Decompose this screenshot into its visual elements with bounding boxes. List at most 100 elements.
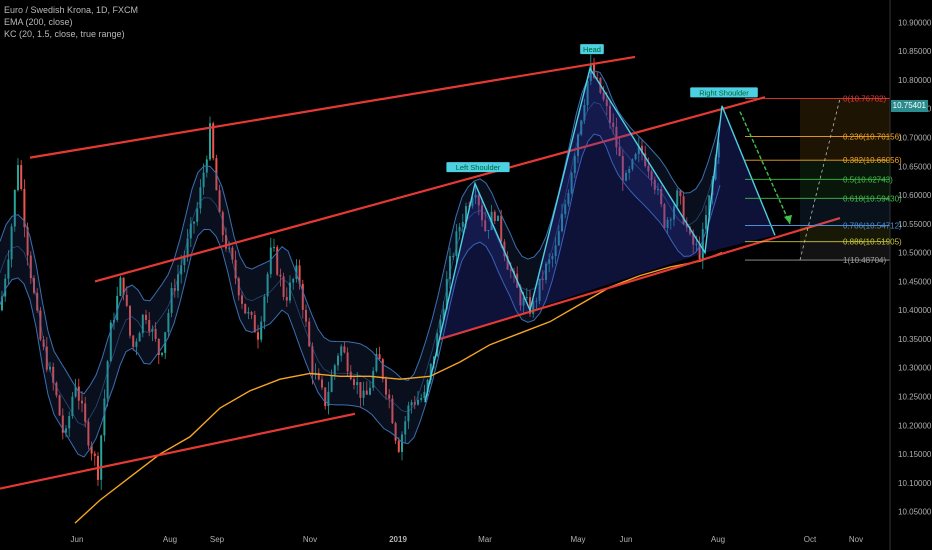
candle-body <box>289 282 291 301</box>
pattern-fill <box>440 68 775 339</box>
y-tick-label: 10.40000 <box>898 306 932 315</box>
head-label: Head <box>583 45 601 54</box>
candle-body <box>247 312 250 314</box>
y-tick-label: 10.20000 <box>898 421 932 430</box>
candle-body <box>586 80 589 105</box>
candle-body <box>279 274 282 277</box>
candle-body <box>39 310 42 340</box>
candle-body <box>535 300 538 302</box>
candle-body <box>356 382 359 386</box>
candle-body <box>324 387 327 406</box>
candle-body <box>177 274 179 291</box>
candle-body <box>605 99 608 107</box>
candle-body <box>161 352 163 355</box>
candle-body <box>369 387 371 395</box>
candle-body <box>669 219 672 221</box>
candle-body <box>596 77 599 79</box>
fib-layer: 0(10.76782) 0.236(10.70156) 0.382(10.66056… <box>745 94 902 265</box>
candle-body <box>609 106 611 123</box>
candle-body <box>407 405 410 422</box>
fib-zone <box>800 179 890 199</box>
candle-body <box>641 145 643 154</box>
candle-body <box>612 122 615 127</box>
candle-body <box>500 215 503 242</box>
candle-body <box>637 145 640 154</box>
candle-body <box>657 189 659 191</box>
candle-body <box>55 382 58 396</box>
candle-body <box>13 190 16 227</box>
candle-body <box>487 230 490 232</box>
candle-body <box>292 279 295 283</box>
fib-zone <box>800 98 890 137</box>
candle-body <box>602 92 605 100</box>
candle-body <box>100 435 103 480</box>
candle-body <box>465 206 467 223</box>
y-tick-label: 10.55000 <box>898 220 932 229</box>
candle-body <box>493 211 496 221</box>
legend-ema[interactable]: EMA (200, close) <box>4 17 73 27</box>
candle-body <box>471 197 474 207</box>
candle-body <box>385 379 387 395</box>
candle-body <box>372 370 375 388</box>
x-tick-label: Nov <box>303 535 317 544</box>
candle-body <box>167 312 170 333</box>
candle-body <box>93 453 96 456</box>
candle-body <box>529 297 531 314</box>
candle-body <box>129 305 131 336</box>
arrow-layer <box>739 111 792 225</box>
candle-body <box>58 395 61 416</box>
candle-body <box>65 428 67 433</box>
candle-body <box>282 276 285 297</box>
projection-arrow-line <box>739 111 791 225</box>
candle-body <box>138 333 141 342</box>
y-tick-label: 10.15000 <box>898 450 932 459</box>
candle-body <box>650 171 653 180</box>
candle-body <box>519 287 522 306</box>
candle-body <box>311 346 314 375</box>
candle-body <box>340 346 343 356</box>
candle-body <box>1 296 3 311</box>
candle-body <box>391 398 394 424</box>
y-tick-label: 10.65000 <box>898 162 932 171</box>
legend-kc[interactable]: KC (20, 1.5, close, true range) <box>4 29 125 39</box>
fib-zone <box>800 136 890 161</box>
pattern-outline <box>424 66 776 403</box>
candle-body <box>273 247 275 249</box>
fib-level-label: 1(10.48704) <box>843 256 886 265</box>
candle-body <box>577 134 579 156</box>
candle-body <box>429 363 432 380</box>
candle-body <box>257 332 259 340</box>
candle-body <box>84 403 87 422</box>
fib-trend-line <box>799 98 841 261</box>
candle-body <box>477 194 480 206</box>
legend-symbol[interactable]: Euro / Swedish Krona, 1D, FXCM <box>4 5 139 15</box>
candle-body <box>132 335 135 347</box>
right-shoulder-label-bg <box>690 87 758 98</box>
candle-body <box>269 247 272 275</box>
candle-body <box>68 416 71 429</box>
kc-upper <box>0 70 721 395</box>
fib-level-label: 0.786(10.54712) <box>843 221 902 230</box>
y-tick-label: 10.10000 <box>898 479 932 488</box>
candle-body <box>573 155 576 174</box>
candle-body <box>212 123 215 159</box>
candle-body <box>241 295 243 304</box>
ema-layer <box>74 251 723 524</box>
candle-body <box>285 296 288 301</box>
fib-zone <box>800 225 890 242</box>
candle-body <box>308 321 311 347</box>
y-axis: 10.9000010.8500010.8000010.7500010.70000… <box>889 0 932 550</box>
candle-body <box>676 190 679 207</box>
x-tick-label: Jun <box>620 535 633 544</box>
fib-zone <box>800 241 890 261</box>
candle-body <box>221 212 224 236</box>
candle-body <box>346 352 349 372</box>
candle-body <box>497 215 499 221</box>
candle-body <box>394 423 397 441</box>
candle-body <box>103 398 106 436</box>
candle-body <box>449 256 451 280</box>
fib-level-label: 0.5(10.62743) <box>843 175 893 184</box>
candle-body <box>381 359 384 380</box>
candle-body <box>708 195 711 216</box>
